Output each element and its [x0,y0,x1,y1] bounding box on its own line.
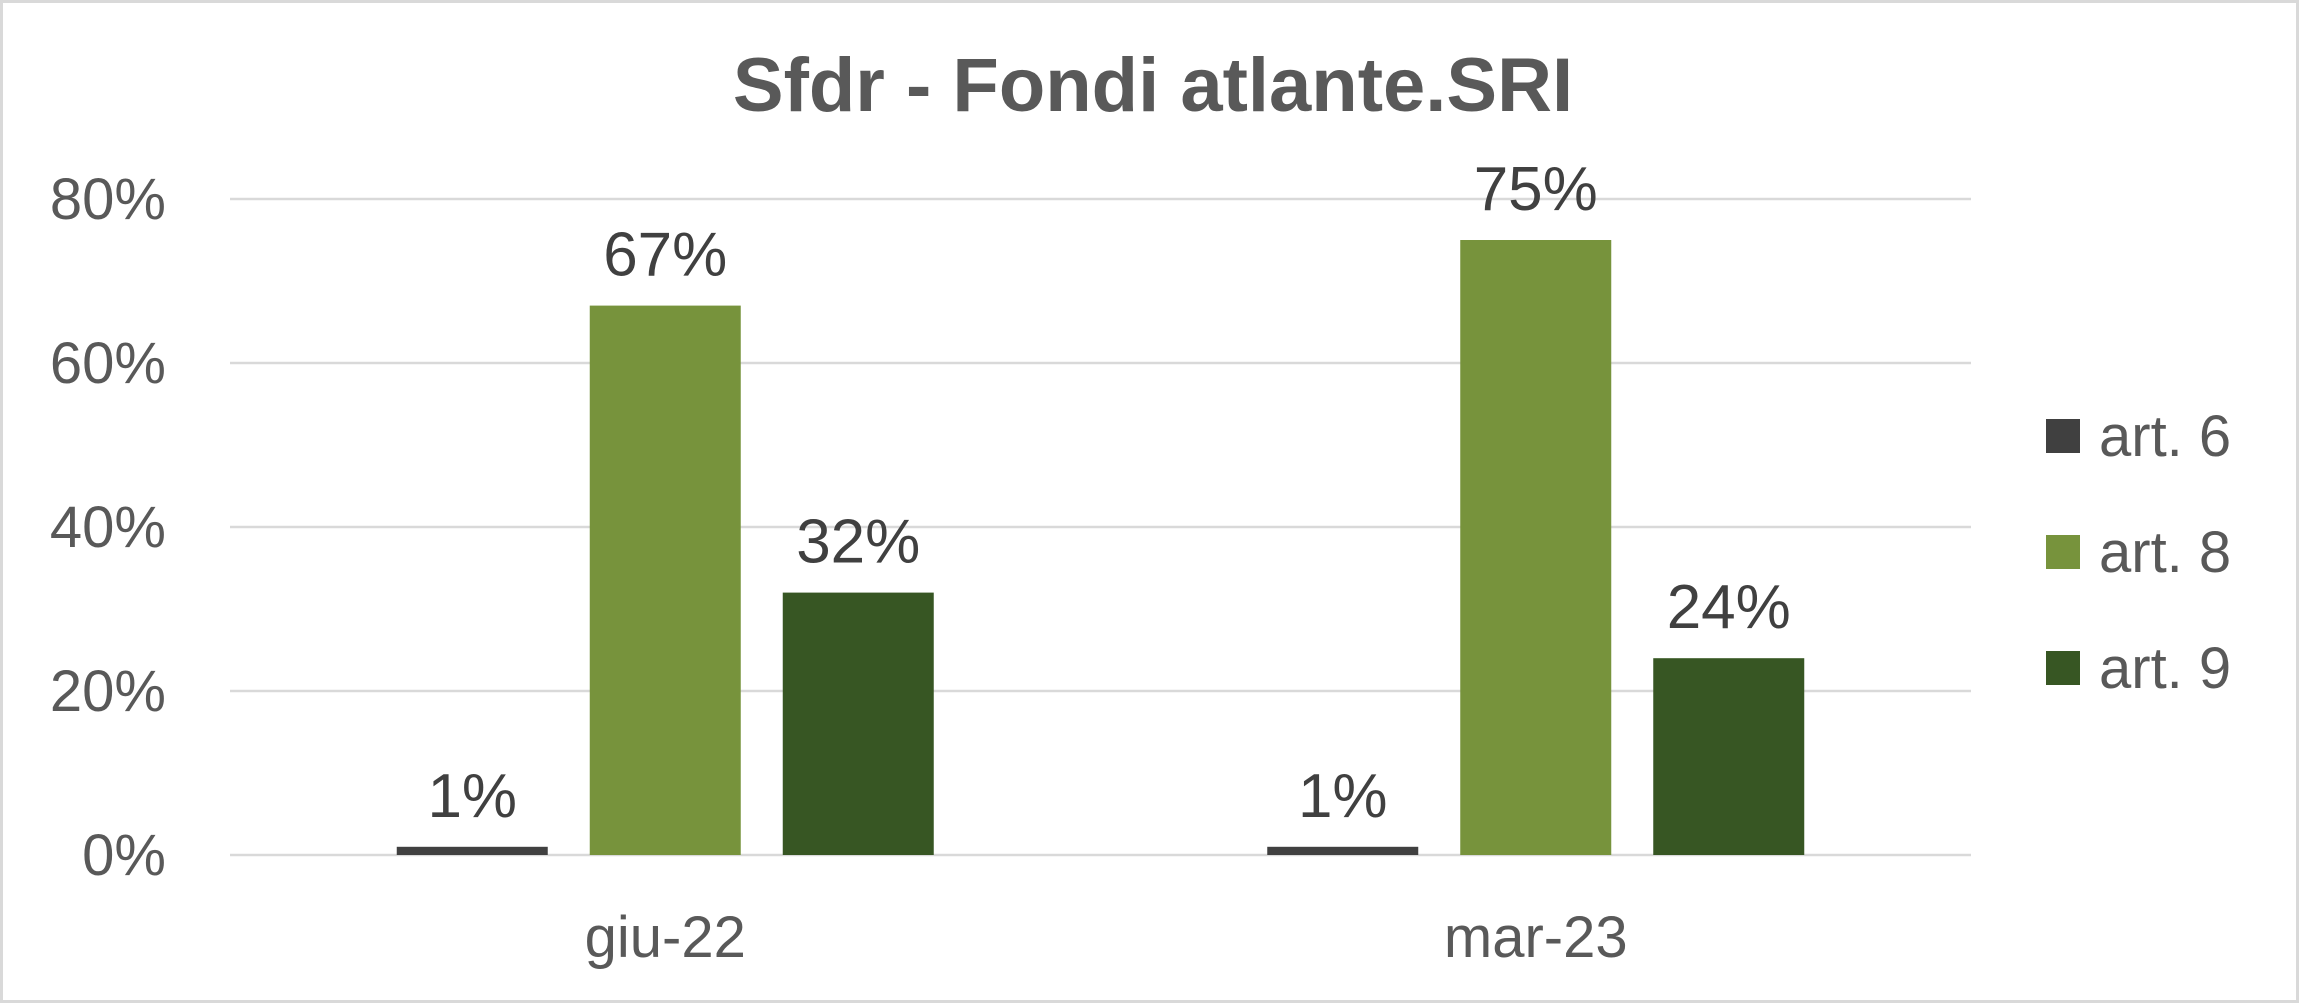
data-label: 75% [1474,155,1598,224]
y-tick-label: 40% [50,495,166,560]
y-tick-label: 60% [50,331,166,396]
data-label: 67% [603,221,727,290]
legend-swatch [2046,651,2080,685]
data-label: 24% [1667,573,1791,642]
legend-swatch [2046,535,2080,569]
bar [1653,658,1805,855]
legend-label: art. 6 [2099,404,2231,469]
y-axis-tick-labels: 0% 20% 40% 60% 80% [50,167,166,888]
legend-label: art. 9 [2099,636,2231,701]
legend-swatch [2046,419,2080,453]
bar [589,305,741,856]
bar-chart: Sfdr - Fondi atlante.SRI 0%20%40%60%80% … [50,43,2231,970]
data-label: 1% [427,762,517,831]
bars [396,240,1805,856]
data-labels: 1% 67% 32% 1% 75% 24% [427,155,1790,831]
data-label: 32% [796,508,920,577]
data-label: 1% [1298,762,1388,831]
bar [782,592,934,855]
x-tick-label: giu-22 [585,905,746,970]
x-tick-label: mar-23 [1444,905,1628,970]
x-axis-tick-labels: giu-22 mar-23 [585,905,1628,970]
bar [1460,240,1612,855]
y-tick-label: 0% [82,823,166,888]
chart-title: Sfdr - Fondi atlante.SRI [733,43,1573,128]
legend: art. 6 art. 8 art. 9 [2046,404,2231,701]
bar [1267,846,1419,855]
bar [396,846,548,855]
legend-label: art. 8 [2099,520,2231,585]
y-tick-label: 80% [50,167,166,232]
y-tick-label: 20% [50,659,166,724]
